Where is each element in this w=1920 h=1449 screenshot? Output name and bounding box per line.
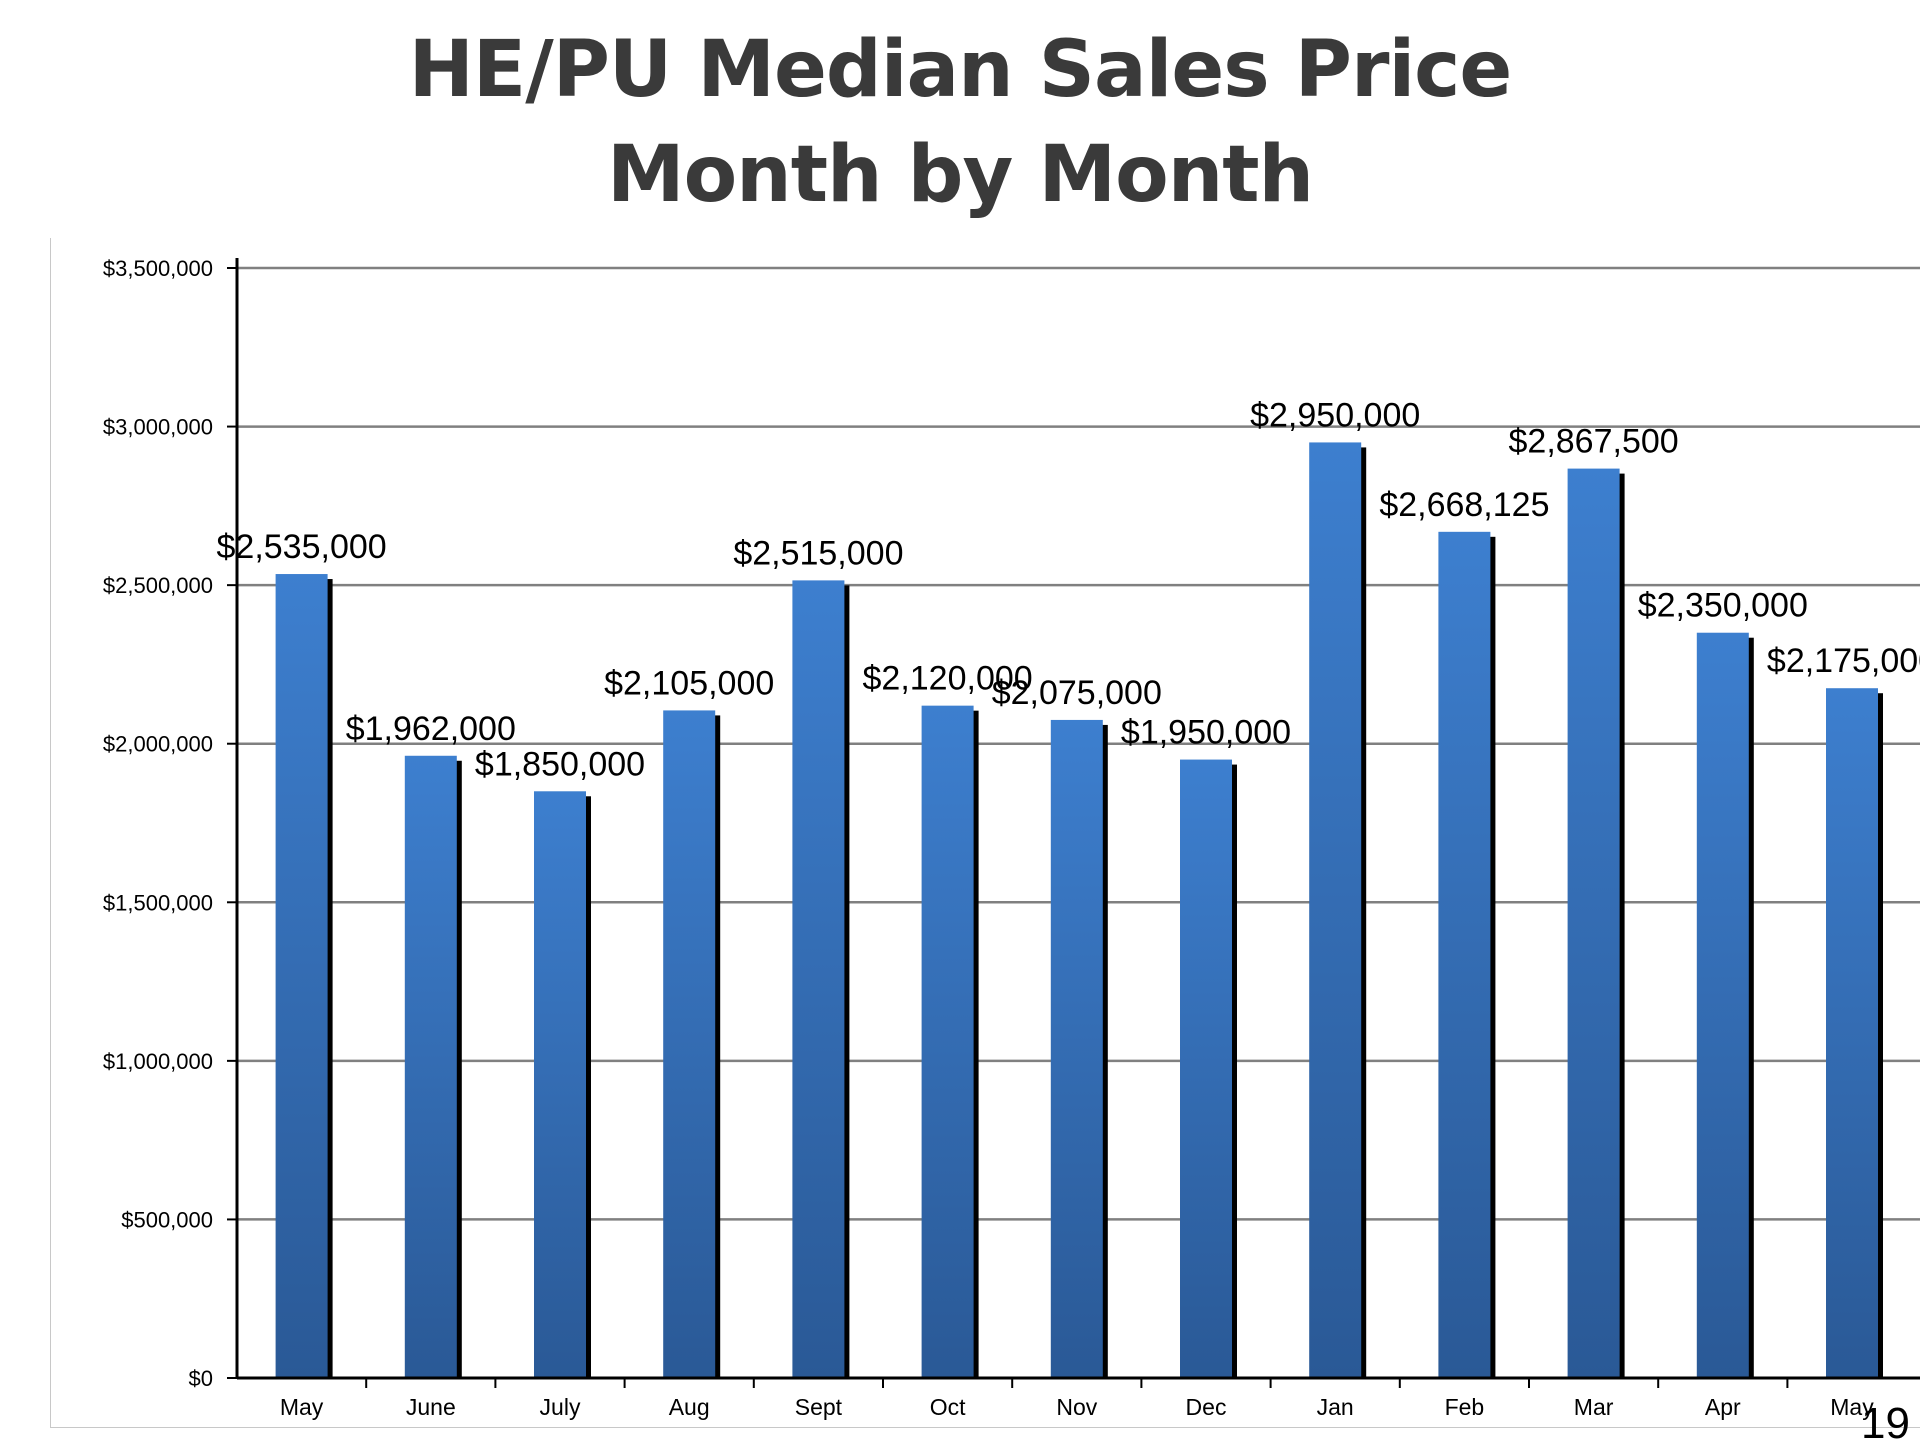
data-label: $2,515,000: [733, 534, 903, 572]
data-label: $2,105,000: [604, 664, 774, 702]
x-tick-label: Aug: [669, 1394, 710, 1420]
x-tick-label: Oct: [930, 1394, 966, 1420]
data-label: $2,867,500: [1509, 423, 1679, 461]
bar: [534, 791, 586, 1378]
y-tick-label: $500,000: [121, 1207, 213, 1232]
x-tick-label: Apr: [1705, 1394, 1741, 1420]
y-tick-label: $2,000,000: [103, 732, 213, 757]
data-label: $2,535,000: [217, 528, 387, 566]
data-label: $1,950,000: [1121, 714, 1291, 752]
bar: [404, 755, 457, 1378]
y-tick-label: $3,500,000: [103, 256, 213, 281]
y-tick-label: $0: [189, 1366, 213, 1391]
y-tick-label: $1,000,000: [103, 1049, 213, 1074]
y-tick-label: $1,500,000: [103, 890, 213, 915]
data-label: $2,120,000: [863, 660, 1033, 698]
chart-title-line-2: Month by Month: [606, 130, 1314, 220]
y-tick-label: $2,500,000: [103, 573, 213, 598]
bar: [1696, 632, 1749, 1378]
x-tick-label: June: [406, 1394, 456, 1420]
x-tick-label: Feb: [1445, 1394, 1485, 1420]
data-label: $1,962,000: [346, 710, 516, 748]
chart-title-line-1: HE/PU Median Sales Price: [408, 25, 1513, 115]
chart-frame: $0 $500,000 $1,000,000 $1,500,000 $2,000,000…: [50, 238, 1920, 1448]
x-tick-label: Dec: [1186, 1394, 1227, 1420]
x-tick-label: Jan: [1317, 1394, 1354, 1420]
bar: [1826, 688, 1878, 1378]
bar: [275, 574, 328, 1378]
x-tick-label: Sept: [795, 1394, 843, 1420]
y-tick-label: $3,000,000: [103, 415, 213, 440]
x-tick-label: Mar: [1574, 1394, 1614, 1420]
bar: [663, 710, 716, 1378]
data-label: $2,668,125: [1379, 486, 1549, 524]
bar-chart: $0 $500,000 $1,000,000 $1,500,000 $2,000,000…: [103, 256, 1920, 1420]
bar: [1567, 468, 1620, 1378]
x-tick-label: Nov: [1056, 1394, 1097, 1420]
data-label: $1,850,000: [475, 745, 645, 783]
axes: $0 $500,000 $1,000,000 $1,500,000 $2,000,000…: [103, 256, 1920, 1420]
x-tick-label: May: [280, 1394, 324, 1420]
data-label: $2,075,000: [992, 674, 1162, 712]
data-label: $2,350,000: [1638, 587, 1808, 625]
page-number: 19: [1861, 1399, 1910, 1448]
x-tick-label: May: [1830, 1394, 1874, 1420]
bar: [1438, 531, 1491, 1378]
bar: [1050, 719, 1103, 1378]
data-label: $2,175,000: [1767, 642, 1920, 680]
bar: [1180, 759, 1232, 1378]
bar: [1309, 442, 1362, 1378]
x-tick-label: July: [540, 1394, 581, 1420]
data-label: $2,950,000: [1250, 396, 1420, 434]
bars: [275, 442, 1883, 1378]
bar: [921, 705, 974, 1378]
data-labels: $2,535,000 $1,962,000$1,850,000 $2,105,000…: [217, 396, 1920, 783]
bar: [792, 580, 845, 1378]
